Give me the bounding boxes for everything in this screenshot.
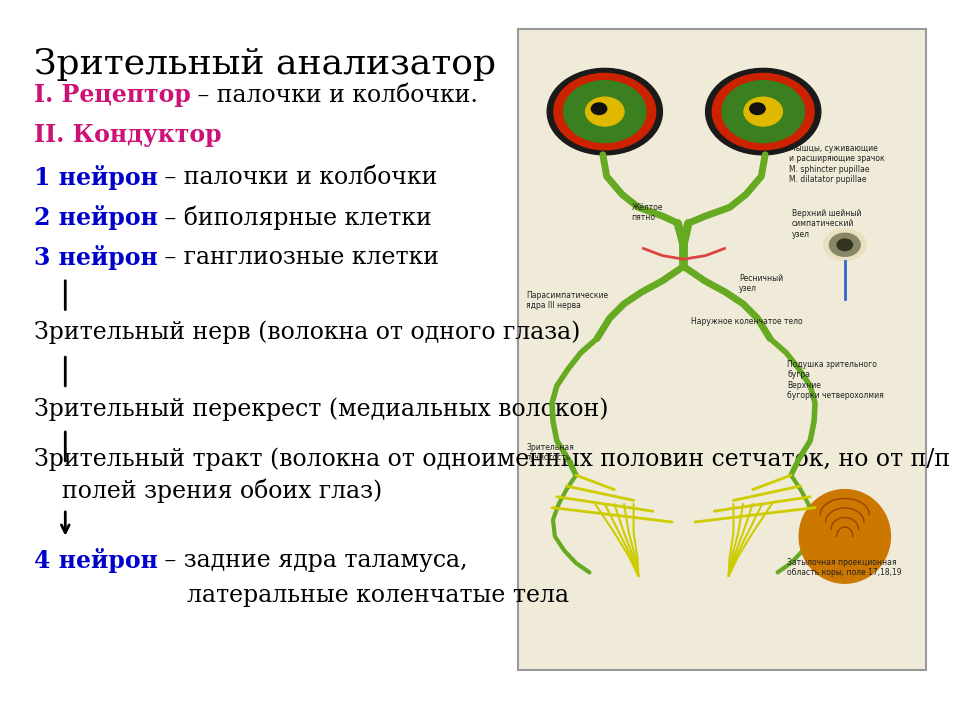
Circle shape [837,239,852,251]
Text: – палочки и колбочки: – палочки и колбочки [157,166,438,189]
Text: II. Кондуктор: II. Кондуктор [34,123,221,148]
Circle shape [547,68,662,155]
Text: Наружное коленчатое тело: Наружное коленчатое тело [691,317,803,325]
Text: – ганглиозные клетки: – ганглиозные клетки [157,246,440,269]
Text: латеральные коленчатые тела: латеральные коленчатые тела [187,584,569,607]
Circle shape [712,73,814,150]
Text: Затылочная проекционная
область коры, поле 17,18,19: Затылочная проекционная область коры, по… [787,558,901,577]
Text: Зрительный тракт (волокна от одноименных половин сетчаток, но от п/п: Зрительный тракт (волокна от одноименных… [34,448,949,471]
Text: 3 нейрон: 3 нейрон [34,246,157,270]
Circle shape [744,97,782,126]
Bar [518,29,926,670]
Text: – биполярные клетки: – биполярные клетки [157,205,432,230]
Text: Жёлтое
пятно: Жёлтое пятно [632,203,663,222]
Circle shape [829,233,860,256]
Text: Зрительный перекрест (медиальных волокон): Зрительный перекрест (медиальных волокон… [34,397,608,420]
Text: Мышцы, суживающие
и расширяющие зрачок
М. sphincter pupillae
M. dilatator pupill: Мышцы, суживающие и расширяющие зрачок М… [789,144,885,184]
Text: – задние ядра таламуса,: – задние ядра таламуса, [157,549,468,572]
Circle shape [564,81,646,143]
Text: Зрительный нерв (волокна от одного глаза): Зрительный нерв (волокна от одного глаза… [34,321,580,344]
Text: 2 нейрон: 2 нейрон [34,205,157,230]
Text: Парасимпатические
ядра III нерва: Парасимпатические ядра III нерва [526,291,609,310]
Text: Подушка зрительного
бугра
Верхние
бугорки четверохолмия: Подушка зрительного бугра Верхние бугорк… [787,360,884,400]
Circle shape [591,103,607,114]
Circle shape [554,73,656,150]
Circle shape [750,103,765,114]
Ellipse shape [799,490,891,583]
Circle shape [706,68,821,155]
Circle shape [586,97,624,126]
Text: 1 нейрон: 1 нейрон [34,165,157,189]
Text: Верхний шейный
симпатический
узел: Верхний шейный симпатический узел [792,209,861,238]
Text: Зрительный анализатор: Зрительный анализатор [34,47,495,81]
Circle shape [722,81,804,143]
Text: полей зрения обоих глаз): полей зрения обоих глаз) [62,479,383,503]
Circle shape [824,229,866,261]
Text: I. Рецептор: I. Рецептор [34,83,190,107]
Text: – палочки и колбочки.: – палочки и колбочки. [190,84,478,107]
Text: Зрительная
лучистость: Зрительная лучистость [526,443,574,462]
Text: Ресничный
узел: Ресничный узел [739,274,783,293]
Text: 4 нейрон: 4 нейрон [34,548,157,572]
